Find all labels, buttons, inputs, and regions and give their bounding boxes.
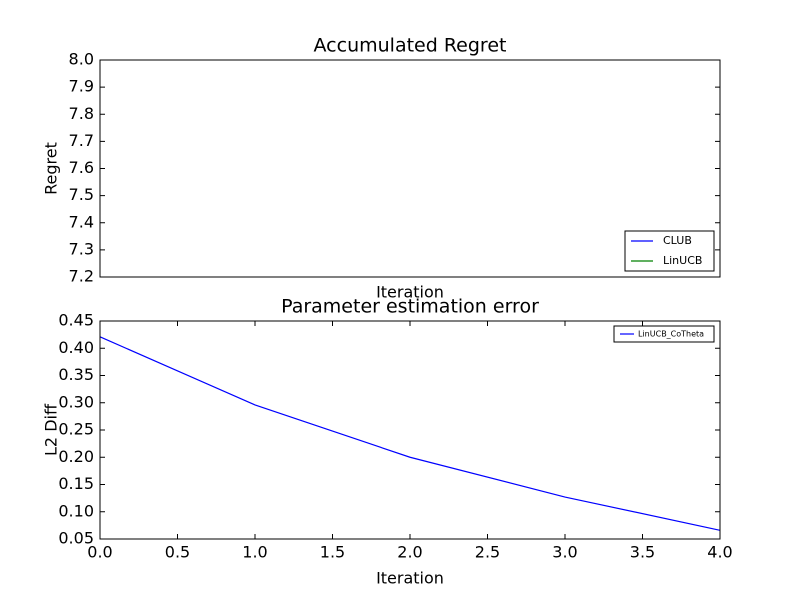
legend-label: LinUCB_CoTheta [638, 330, 704, 339]
x-tick-label: 1.0 [242, 543, 267, 562]
x-tick-label: 0.5 [165, 543, 190, 562]
legend: LinUCB_CoTheta [613, 325, 715, 343]
x-axis-label: Iteration [376, 569, 444, 588]
y-tick-label: 0.05 [58, 529, 94, 548]
y-tick-label: 0.25 [58, 420, 94, 439]
legend: CLUB LinUCB [624, 230, 715, 272]
y-tick-label: 8.0 [69, 50, 94, 69]
y-tick-label: 0.40 [58, 338, 94, 357]
y-tick-label: 7.2 [69, 267, 94, 286]
y-tick-label: 0.20 [58, 447, 94, 466]
y-tick-label: 7.4 [69, 212, 94, 231]
legend-box [624, 230, 715, 272]
y-tick-label: 0.30 [58, 392, 94, 411]
y-tick-label: 7.6 [69, 158, 94, 177]
x-axis-label: Iteration [376, 283, 444, 302]
legend-label: LinUCB [663, 254, 702, 267]
y-tick-label: 7.3 [69, 239, 94, 258]
y-axis-label: Regret [42, 142, 61, 195]
legend-box [613, 325, 715, 343]
y-tick-label: 0.35 [58, 365, 94, 384]
subplot: Accumulated Regret Iteration Regret 7.2 7.3 7… [42, 35, 721, 302]
legend-label: CLUB [663, 234, 692, 247]
y-tick-label: 0.45 [58, 311, 94, 330]
x-tick-label: 4.0 [707, 543, 732, 562]
chart-title: Parameter estimation error [281, 296, 539, 318]
plot-frame [99, 320, 721, 540]
y-axis-label: L2 Diff [42, 403, 61, 456]
line-series [99, 336, 721, 531]
x-tick-label: 1.5 [320, 543, 345, 562]
y-tick-label: 7.9 [69, 77, 94, 96]
y-tick-label: 0.10 [58, 501, 94, 520]
x-tick-label: 2.0 [397, 543, 422, 562]
x-tick-label: 3.0 [552, 543, 577, 562]
chart-title: Accumulated Regret [314, 35, 507, 57]
y-tick-label: 7.8 [69, 104, 94, 123]
subplot: Parameter estimation error Iteration L2 Di… [42, 296, 733, 588]
x-tick-label: 3.5 [630, 543, 655, 562]
x-tick-label: 2.5 [475, 543, 500, 562]
y-tick-label: 0.15 [58, 474, 94, 493]
plot-frame [99, 59, 721, 278]
y-tick-label: 7.7 [69, 131, 94, 150]
x-tick-label: 0.0 [87, 543, 112, 562]
y-tick-label: 7.5 [69, 185, 94, 204]
